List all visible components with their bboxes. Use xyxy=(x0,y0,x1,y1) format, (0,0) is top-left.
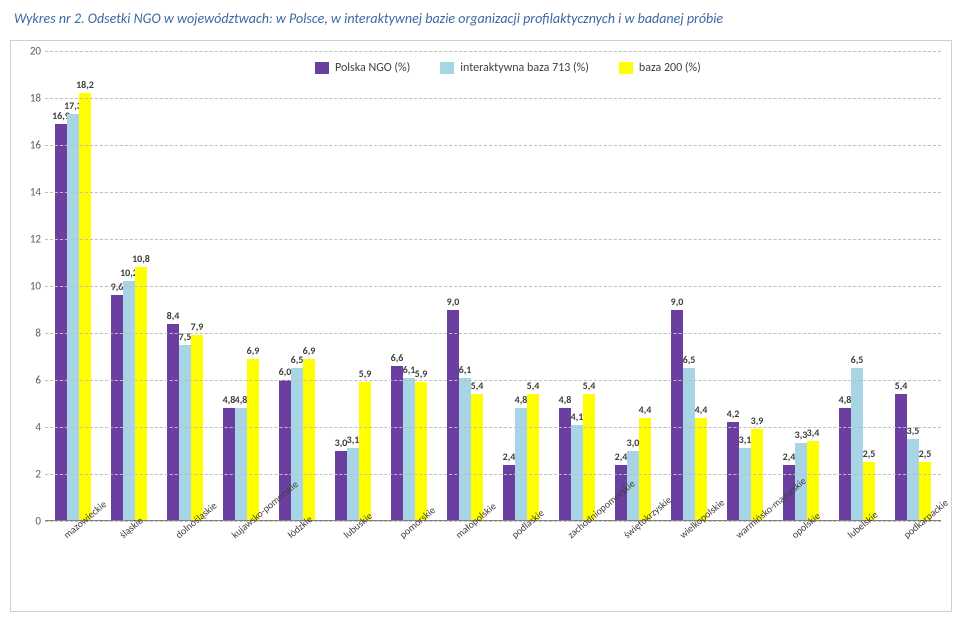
y-tick-label: 14 xyxy=(17,186,41,199)
grid-line xyxy=(45,380,941,381)
bar xyxy=(559,408,571,521)
bar-value-label: 6,5 xyxy=(675,353,703,366)
bar-value-label: 6,9 xyxy=(295,344,323,357)
grid-line xyxy=(45,286,941,287)
bar xyxy=(671,310,683,522)
plot-area: Polska NGO (%)interaktywna baza 713 (%)b… xyxy=(45,51,941,521)
grid-line xyxy=(45,333,941,334)
bar xyxy=(347,448,359,521)
y-tick-label: 4 xyxy=(17,421,41,434)
bar xyxy=(79,93,91,521)
chart-title: Wykres nr 2. Odsetki NGO w województwach… xyxy=(0,0,960,29)
grid-line xyxy=(45,192,941,193)
bar xyxy=(223,408,235,521)
bar xyxy=(179,345,191,521)
bar xyxy=(247,359,259,521)
bar-value-label: 5,9 xyxy=(407,367,435,380)
bar-value-label: 5,4 xyxy=(519,379,547,392)
bar xyxy=(571,425,583,521)
bar-value-label: 3,9 xyxy=(743,414,771,427)
bar xyxy=(527,394,539,521)
grid-line xyxy=(45,474,941,475)
bar-value-label: 2,5 xyxy=(911,447,939,460)
bar xyxy=(55,124,67,521)
y-tick-label: 18 xyxy=(17,92,41,105)
bar xyxy=(471,394,483,521)
bar xyxy=(67,114,79,521)
grid-line xyxy=(45,145,941,146)
bar xyxy=(683,368,695,521)
bar-value-label: 9,0 xyxy=(439,295,467,308)
bar xyxy=(135,267,147,521)
bar-value-label: 9,0 xyxy=(663,295,691,308)
bar-value-label: 3,5 xyxy=(899,424,927,437)
bar xyxy=(415,382,427,521)
bar xyxy=(391,366,403,521)
chart-frame: Polska NGO (%)interaktywna baza 713 (%)b… xyxy=(10,40,952,612)
y-tick-label: 2 xyxy=(17,468,41,481)
bar xyxy=(895,394,907,521)
bar xyxy=(583,394,595,521)
y-tick-label: 8 xyxy=(17,327,41,340)
bar xyxy=(447,310,459,522)
bar xyxy=(459,378,471,521)
grid-line xyxy=(45,239,941,240)
bar-value-label: 2,5 xyxy=(855,447,883,460)
bar-value-label: 5,4 xyxy=(887,379,915,392)
y-tick-label: 0 xyxy=(17,515,41,528)
bar xyxy=(335,451,347,522)
bar-value-label: 6,1 xyxy=(451,363,479,376)
grid-line xyxy=(45,98,941,99)
bar xyxy=(403,378,415,521)
grid-line xyxy=(45,51,941,52)
bar-value-label: 6,5 xyxy=(843,353,871,366)
bar xyxy=(291,368,303,521)
bar xyxy=(167,324,179,521)
bar-value-label: 6,9 xyxy=(239,344,267,357)
bar-value-label: 10,8 xyxy=(127,252,155,265)
bar xyxy=(359,382,371,521)
y-tick-label: 10 xyxy=(17,280,41,293)
y-tick-label: 12 xyxy=(17,233,41,246)
y-tick-label: 20 xyxy=(17,45,41,58)
x-axis-labels: mazowieckieśląskiedolnośląskiekujawsko-p… xyxy=(45,521,941,611)
bar-value-label: 7,9 xyxy=(183,320,211,333)
bar xyxy=(739,448,751,521)
bar-value-label: 18,2 xyxy=(71,78,99,91)
y-tick-label: 16 xyxy=(17,139,41,152)
bar xyxy=(851,368,863,521)
bar xyxy=(235,408,247,521)
bar-value-label: 5,9 xyxy=(351,367,379,380)
bar xyxy=(111,295,123,521)
grid-line xyxy=(45,427,941,428)
bar-value-label: 4,4 xyxy=(631,403,659,416)
bar xyxy=(303,359,315,521)
bar-value-label: 3,4 xyxy=(799,426,827,439)
bar xyxy=(839,408,851,521)
bar xyxy=(123,281,135,521)
bar xyxy=(515,408,527,521)
bar-value-label: 4,4 xyxy=(687,403,715,416)
bar xyxy=(191,335,203,521)
y-tick-label: 6 xyxy=(17,374,41,387)
bar-value-label: 5,4 xyxy=(463,379,491,392)
bar-value-label: 5,4 xyxy=(575,379,603,392)
bar-value-label: 4,8 xyxy=(551,393,579,406)
